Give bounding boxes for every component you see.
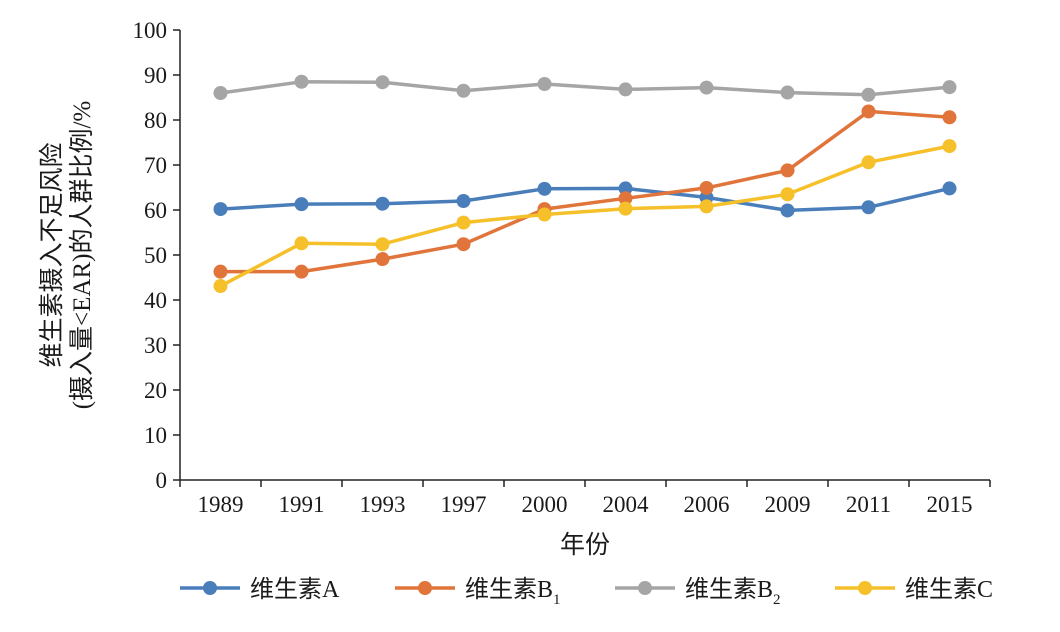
- series-3-point-2006: [699, 80, 714, 95]
- y-tick-label-20: 20: [144, 378, 167, 403]
- x-tick-label-1989: 1989: [198, 492, 244, 517]
- legend-item-2: 维生素B1: [395, 576, 561, 608]
- x-tick-label-2015: 2015: [927, 492, 973, 517]
- y-tick-label-80: 80: [144, 108, 167, 133]
- x-tick-label-2009: 2009: [765, 492, 811, 517]
- series-1-point-2009: [780, 203, 795, 218]
- series-2-point-1997: [456, 237, 471, 252]
- series-4-point-2004: [618, 201, 633, 216]
- legend-item-1: 维生素A: [180, 576, 340, 603]
- series-4: [213, 139, 957, 294]
- x-tick-label-1993: 1993: [360, 492, 406, 517]
- series-1-point-2015: [942, 181, 957, 196]
- x-tick-label-1991: 1991: [279, 492, 325, 517]
- y-axis-title: 维生素摄入不足风险 (摄入量<EAR)的人群比例/%: [38, 101, 96, 410]
- legend-marker-4: [858, 581, 872, 595]
- series-3-point-1997: [456, 83, 471, 98]
- series-4-point-2000: [537, 207, 552, 222]
- series-1-point-1993: [375, 196, 390, 211]
- y-axis-title-line-2: (摄入量<EAR)的人群比例/%: [68, 101, 96, 410]
- legend-item-3: 维生素B2: [615, 576, 781, 608]
- series-2-point-2015: [942, 110, 957, 125]
- series-4-point-2009: [780, 187, 795, 202]
- legend: 维生素A 维生素B1 维生素B2 维生素C: [180, 576, 993, 608]
- series-2-point-2004: [618, 191, 633, 206]
- series-3-point-1989: [213, 86, 228, 100]
- series-3-point-2011: [861, 87, 876, 102]
- y-tick-label-50: 50: [144, 243, 167, 268]
- legend-marker-3: [638, 581, 652, 595]
- axes: 0 10 20 30 40 50 60 70 80 90 100 1989 1991 1993 1997 20…: [133, 18, 991, 517]
- y-tick-label-30: 30: [144, 333, 167, 358]
- series-3-point-2009: [780, 85, 795, 100]
- y-tick-label-40: 40: [144, 288, 167, 313]
- series-1-point-2004: [618, 181, 633, 196]
- x-tick-label-2006: 2006: [684, 492, 730, 517]
- series-2-point-2011: [861, 104, 876, 119]
- y-tick-label-100: 100: [133, 18, 168, 43]
- legend-item-4: 维生素C: [835, 576, 993, 603]
- x-tick-label-2000: 2000: [522, 492, 568, 517]
- x-tick-label-1997: 1997: [441, 492, 487, 517]
- series-4-point-1993: [375, 237, 390, 252]
- y-tick-label-70: 70: [144, 153, 167, 178]
- series-1-point-2011: [861, 200, 876, 215]
- series-3-point-1993: [375, 75, 390, 90]
- series-2-point-1991: [294, 264, 309, 279]
- legend-label-4: 维生素C: [905, 576, 993, 603]
- series-1-point-1991: [294, 197, 309, 212]
- y-tick-label-10: 10: [144, 423, 167, 448]
- series-4-point-1989: [213, 279, 228, 294]
- legend-marker-2: [418, 581, 432, 595]
- legend-label-2: 维生素B1: [465, 576, 561, 608]
- series-3-point-2000: [537, 77, 552, 91]
- y-axis-title-line-1: 维生素摄入不足风险: [38, 142, 66, 367]
- series-4-point-2006: [699, 199, 714, 214]
- series-1: [213, 181, 957, 218]
- series-group: [213, 74, 957, 294]
- series-3-point-2015: [942, 80, 957, 95]
- legend-marker-1: [203, 581, 217, 595]
- series-1-point-1997: [456, 194, 471, 208]
- y-tick-label-90: 90: [144, 63, 167, 88]
- legend-label-3: 维生素B2: [685, 576, 781, 608]
- x-tick-label-2004: 2004: [603, 492, 650, 517]
- series-4-line: [219, 144, 950, 288]
- series-3-point-2004: [618, 82, 633, 97]
- series-2-point-2006: [699, 180, 714, 195]
- series-2-line: [220, 109, 950, 274]
- series-2: [213, 104, 957, 279]
- series-3-point-1991: [294, 74, 309, 89]
- series-2-point-1989: [213, 264, 228, 279]
- series-2-point-1993: [375, 252, 390, 267]
- series-2-point-2009: [780, 163, 795, 178]
- x-tick-label-2011: 2011: [846, 492, 891, 517]
- series-4-point-2011: [861, 155, 876, 170]
- series-4-point-1991: [294, 236, 309, 251]
- series-1-point-2000: [537, 181, 552, 196]
- series-4-point-1997: [456, 215, 471, 230]
- series-3: [213, 74, 957, 102]
- series-1-point-1989: [213, 202, 228, 217]
- series-3-line: [220, 80, 950, 97]
- y-tick-label-60: 60: [144, 198, 167, 223]
- legend-label-1: 维生素A: [250, 576, 340, 603]
- series-4-point-2015: [942, 139, 957, 154]
- x-axis-title: 年份: [560, 531, 610, 559]
- series-1-line: [220, 186, 950, 213]
- y-tick-label-0: 0: [156, 468, 168, 493]
